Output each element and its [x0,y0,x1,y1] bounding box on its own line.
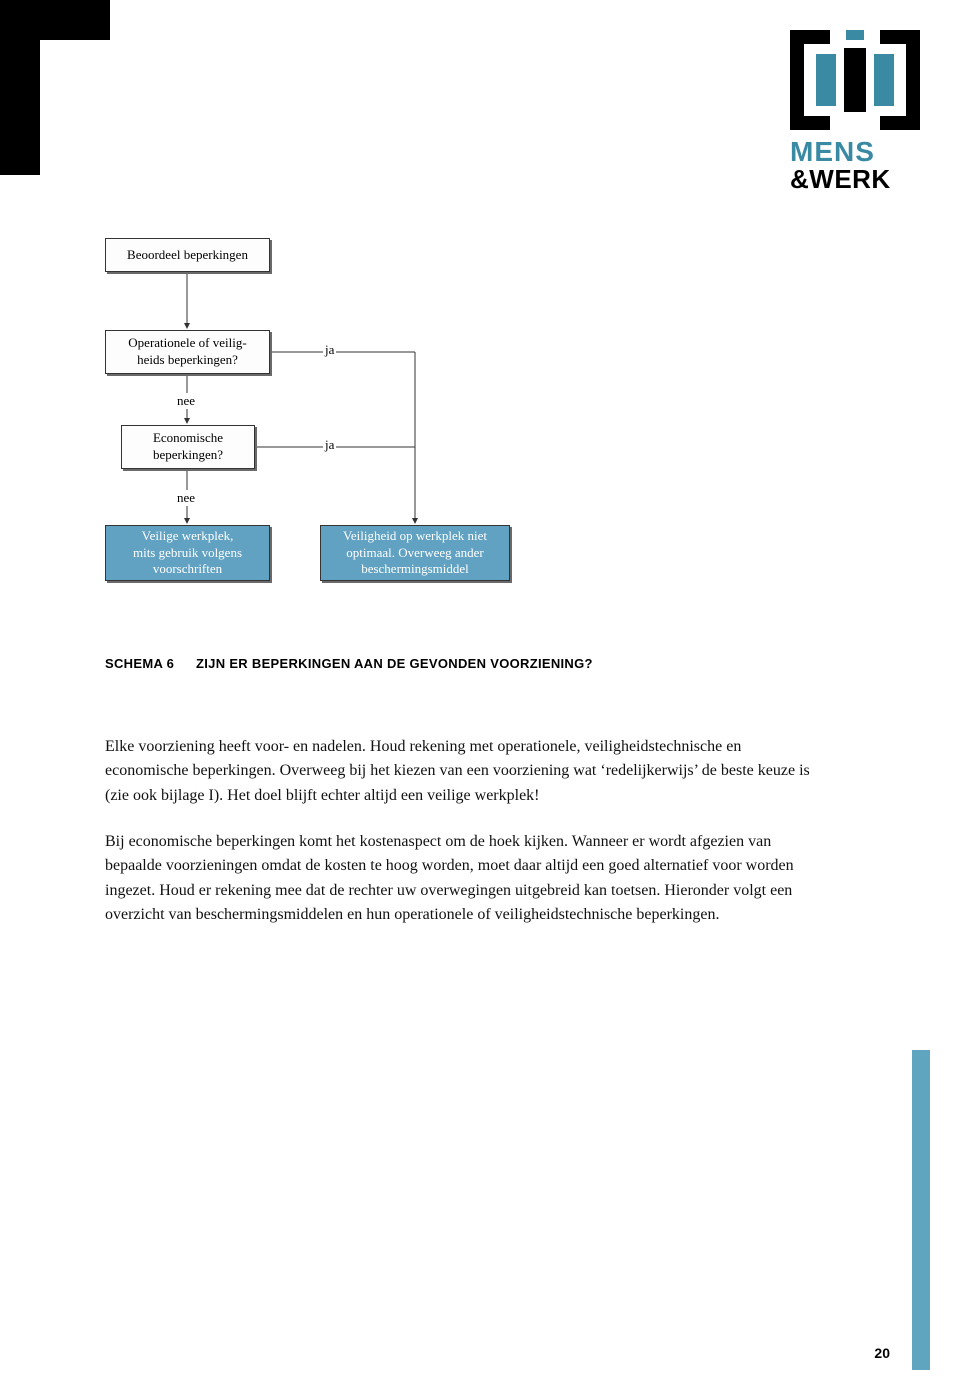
page-corner-bracket [0,0,110,175]
flow-node-economische: Economischebeperkingen? [121,425,255,469]
body-copy: Elke voorziening heeft voor- en nadelen.… [105,735,825,949]
logo-text-werk: &WERK [790,166,920,192]
schema-title: ZIJN ER BEPERKINGEN AAN DE GEVONDEN VOOR… [196,656,593,671]
flow-node-operationele: Operationele of veilig-heids beperkingen… [105,330,270,374]
logo-mark-icon [790,30,920,130]
right-accent-bar [912,1050,930,1370]
flow-node-beoordeel: Beoordeel beperkingen [105,238,270,272]
flow-node-niet-optimaal: Veiligheid op werkplek nietoptimaal. Ove… [320,525,510,581]
flowchart-schema-6: Beoordeel beperkingen Operationele of ve… [105,238,665,638]
brand-logo: MENS &WERK [790,30,920,192]
body-paragraph-2: Bij economische beperkingen komt het kos… [105,830,825,927]
flow-edge-label-nee: nee [175,490,197,506]
flow-node-label: Veilige werkplek,mits gebruik volgensvoo… [133,528,242,579]
flow-node-label: Veiligheid op werkplek nietoptimaal. Ove… [343,528,487,579]
flow-node-label: Economischebeperkingen? [153,430,223,464]
flow-node-veilige-werkplek: Veilige werkplek,mits gebruik volgensvoo… [105,525,270,581]
flow-node-label: Operationele of veilig-heids beperkingen… [128,335,246,369]
page-number: 20 [874,1345,890,1361]
flow-edge-label-ja: ja [323,437,336,453]
schema-caption: SCHEMA 6 ZIJN ER BEPERKINGEN AAN DE GEVO… [105,656,593,671]
flow-node-label: Beoordeel beperkingen [127,247,248,264]
schema-number: SCHEMA 6 [105,656,174,671]
logo-text-mens: MENS [790,138,920,166]
flow-edge-label-nee: nee [175,393,197,409]
flow-edge-label-ja: ja [323,342,336,358]
body-paragraph-1: Elke voorziening heeft voor- en nadelen.… [105,735,825,808]
